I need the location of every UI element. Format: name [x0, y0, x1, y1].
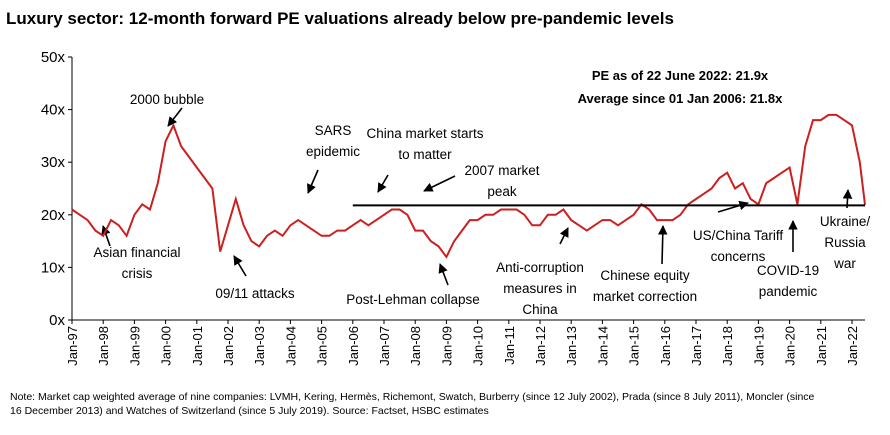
x-tick-label: Jan-06 [346, 326, 361, 366]
annotation: Post-Lehman collapse [346, 292, 480, 307]
x-tick-label: Jan-98 [96, 326, 111, 366]
annotation: measures in [503, 281, 577, 296]
annotation: COVID-19 [757, 263, 819, 278]
x-tick-label: Jan-12 [533, 326, 548, 366]
x-tick-label: Jan-18 [720, 326, 735, 366]
x-tick-label: Jan-14 [595, 326, 610, 366]
annotation: Asian financial [93, 245, 180, 260]
x-tick-label: Jan-16 [658, 326, 673, 366]
y-tick-label: 20x [41, 207, 66, 224]
x-tick-label: Jan-15 [627, 326, 642, 366]
annotation: to matter [398, 147, 452, 162]
x-tick-label: Jan-07 [377, 326, 392, 366]
note: Note: Market cap weighted average of nin… [10, 391, 815, 403]
annotation: 2000 bubble [130, 92, 204, 107]
x-tick-label: Jan-09 [439, 326, 454, 366]
annotation: US/China Tariff [693, 228, 784, 243]
x-tick-label: Jan-22 [845, 326, 860, 366]
pe-line [71, 113, 866, 259]
x-tick-label: Jan-13 [564, 326, 579, 366]
annotation: SARS [315, 123, 352, 138]
annotation: 09/11 attacks [215, 286, 295, 301]
chart-title: Luxury sector: 12-month forward PE valua… [6, 9, 674, 28]
annotation: market correction [593, 289, 697, 304]
y-tick-label: 40x [41, 102, 66, 119]
x-tick-label: Jan-03 [252, 326, 267, 366]
note: 16 December 2013) and Watches of Switzer… [10, 405, 489, 417]
x-tick-label: Jan-97 [65, 326, 80, 366]
info-line: Average since 01 Jan 2006: 21.8x [578, 91, 784, 106]
x-tick-label: Jan-05 [315, 326, 330, 366]
x-tick-label: Jan-10 [471, 326, 486, 366]
annotation: China [522, 302, 558, 317]
annotation: 2007 market [464, 163, 539, 178]
annotation: peak [487, 184, 517, 199]
annotation: war [833, 256, 856, 271]
annotation: concerns [711, 249, 766, 264]
y-tick-label: 0x [49, 312, 65, 329]
annotation: crisis [122, 266, 153, 281]
info-line: PE as of 22 June 2022: 21.9x [592, 68, 769, 83]
x-tick-label: Jan-99 [127, 326, 142, 366]
x-tick-label: Jan-00 [159, 326, 174, 366]
annotation: pandemic [759, 284, 818, 299]
annotation: Anti-corruption [496, 260, 584, 275]
y-tick-label: 10x [41, 259, 66, 276]
annotation: Russia [824, 235, 866, 250]
y-tick-label: 50x [41, 49, 66, 66]
annotation: Ukraine/ [820, 214, 871, 229]
y-tick-label: 30x [41, 154, 66, 171]
x-tick-label: Jan-11 [502, 326, 517, 365]
x-tick-label: Jan-01 [190, 326, 205, 366]
x-tick-label: Jan-20 [783, 326, 798, 366]
x-tick-label: Jan-19 [751, 326, 766, 366]
annotation: Chinese equity [600, 268, 690, 283]
x-tick-label: Jan-08 [408, 326, 423, 366]
x-tick-label: Jan-04 [283, 326, 298, 366]
annotation: China market starts [366, 126, 483, 141]
x-tick-label: Jan-21 [814, 326, 829, 366]
x-tick-label: Jan-17 [689, 326, 704, 366]
annotation: epidemic [306, 144, 360, 159]
x-tick-label: Jan-02 [221, 326, 236, 366]
